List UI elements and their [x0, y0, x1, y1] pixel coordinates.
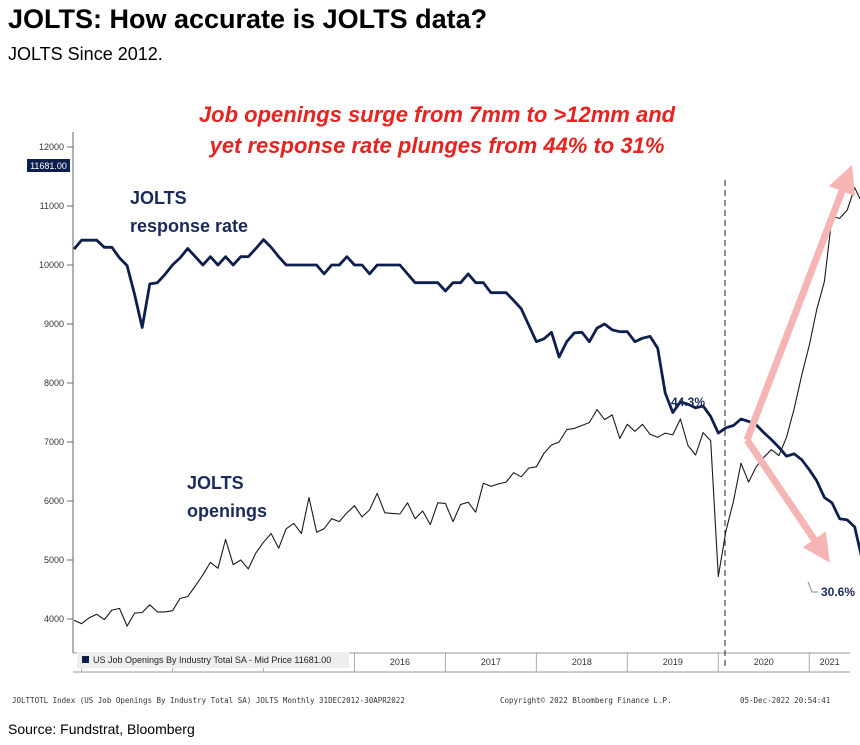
openings-label-line-1: JOLTS [187, 473, 244, 493]
y-tick-label: 10000 [39, 260, 64, 270]
y-tick-label: 11000 [40, 201, 64, 211]
last-price-badge-bg [27, 159, 70, 172]
y-tick-label: 4000 [44, 614, 64, 624]
openings-label-line-2: openings [187, 501, 267, 521]
series-lines [72, 187, 860, 627]
y-tick-label: 5000 [44, 555, 64, 565]
footer-center: Copyright© 2022 Bloomberg Finance L.P. [500, 696, 672, 705]
response-rate-line [72, 238, 860, 557]
last-price-badge-text: 11681.00 [30, 161, 67, 171]
headline-line-1: Job openings surge from 7mm to >12mm and [199, 102, 676, 127]
end-rate-label: 30.6% [821, 585, 855, 599]
footer-right: 05-Dec-2022 20:54:41 [740, 696, 830, 705]
y-tick-label: 9000 [44, 319, 64, 329]
peak-rate-label: 44.3% [671, 395, 705, 409]
plot-frame [72, 132, 850, 673]
footer-left: JOLTTOTL Index (US Job Openings By Indus… [12, 696, 405, 705]
down-arrow [744, 438, 830, 563]
source-note: Source: Fundstrat, Bloomberg [8, 721, 195, 737]
end-rate-leader [807, 581, 818, 593]
x-year-label: 2018 [572, 657, 592, 667]
chart-title: JOLTS: How accurate is JOLTS data? [8, 4, 488, 34]
x-year-label: 2021 [820, 657, 840, 667]
legend-label: US Job Openings By Industry Total SA - M… [93, 655, 331, 665]
x-year-label: 2017 [481, 657, 501, 667]
legend-box [77, 652, 349, 668]
y-tick-label: 6000 [44, 496, 64, 506]
response-label-line-1: JOLTS [130, 188, 187, 208]
y-tick-label: 12000 [39, 142, 64, 152]
y-ticks: 4000 5000 6000 7000 8000 9000 10000 11000 12000 [39, 142, 73, 624]
headline-line-2: yet response rate plunges from 44% to 31… [209, 133, 665, 158]
legend: US Job Openings By Industry Total SA - M… [77, 652, 349, 668]
y-tick-label: 7000 [44, 437, 64, 447]
x-year-label: 2016 [390, 657, 410, 667]
openings-line [73, 187, 860, 627]
x-year-label: 2019 [663, 657, 683, 667]
y-tick-label: 8000 [44, 378, 64, 388]
x-year-label: 2020 [754, 657, 774, 667]
response-label-line-2: response rate [130, 216, 248, 236]
legend-swatch [82, 656, 89, 663]
last-price-badge: 11681.00 [27, 159, 70, 172]
chart-subtitle: JOLTS Since 2012. [8, 44, 163, 64]
up-arrow [743, 164, 856, 442]
